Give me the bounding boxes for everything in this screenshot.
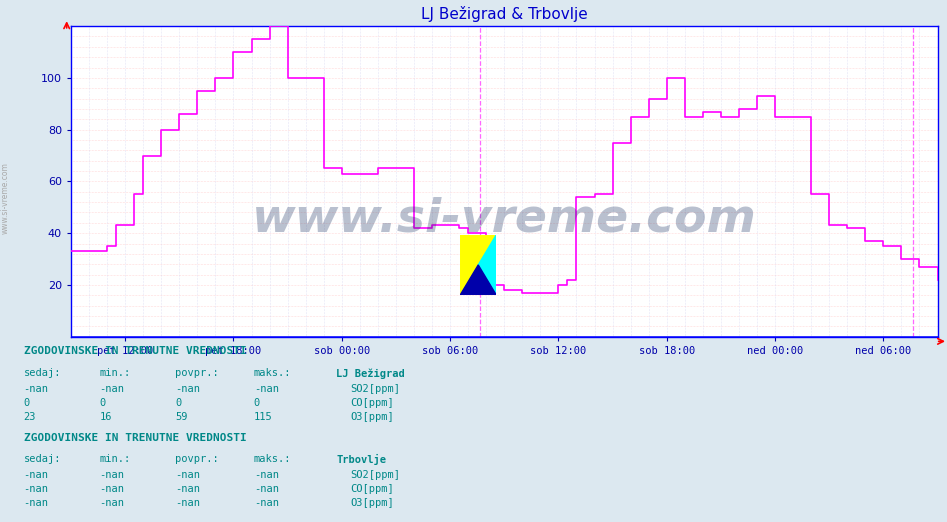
Text: -nan: -nan [99,484,124,494]
Polygon shape [478,235,496,295]
Text: -nan: -nan [254,498,278,508]
Text: povpr.:: povpr.: [175,454,219,464]
Text: 23: 23 [24,412,36,422]
Text: -nan: -nan [175,384,200,394]
Text: ZGODOVINSKE IN TRENUTNE VREDNOSTI: ZGODOVINSKE IN TRENUTNE VREDNOSTI [24,346,246,355]
Text: 0: 0 [24,398,30,408]
Text: 0: 0 [254,398,260,408]
Text: -nan: -nan [254,484,278,494]
Text: sedaj:: sedaj: [24,454,62,464]
Polygon shape [460,265,496,295]
Text: maks.:: maks.: [254,368,292,378]
Text: LJ Bežigrad: LJ Bežigrad [336,368,405,378]
Text: -nan: -nan [99,498,124,508]
Text: min.:: min.: [99,454,131,464]
Text: sedaj:: sedaj: [24,368,62,378]
Text: CO[ppm]: CO[ppm] [350,398,394,408]
Text: 59: 59 [175,412,188,422]
Text: 16: 16 [99,412,112,422]
Text: min.:: min.: [99,368,131,378]
Text: 0: 0 [175,398,182,408]
Text: maks.:: maks.: [254,454,292,464]
Title: LJ Bežigrad & Trbovlje: LJ Bežigrad & Trbovlje [420,6,588,22]
Text: www.si-vreme.com: www.si-vreme.com [252,196,757,241]
Text: -nan: -nan [175,470,200,480]
Text: -nan: -nan [99,470,124,480]
Text: -nan: -nan [254,384,278,394]
Text: -nan: -nan [254,470,278,480]
Text: O3[ppm]: O3[ppm] [350,412,394,422]
Text: SO2[ppm]: SO2[ppm] [350,384,401,394]
Text: www.si-vreme.com: www.si-vreme.com [0,162,9,234]
Text: CO[ppm]: CO[ppm] [350,484,394,494]
Text: ZGODOVINSKE IN TRENUTNE VREDNOSTI: ZGODOVINSKE IN TRENUTNE VREDNOSTI [24,433,246,443]
Text: -nan: -nan [24,470,48,480]
Text: -nan: -nan [175,484,200,494]
Text: O3[ppm]: O3[ppm] [350,498,394,508]
Text: -nan: -nan [24,484,48,494]
Text: Trbovlje: Trbovlje [336,454,386,465]
Text: -nan: -nan [175,498,200,508]
Text: 0: 0 [99,398,106,408]
Text: -nan: -nan [99,384,124,394]
Text: SO2[ppm]: SO2[ppm] [350,470,401,480]
Text: -nan: -nan [24,498,48,508]
Text: 115: 115 [254,412,273,422]
Text: -nan: -nan [24,384,48,394]
Polygon shape [460,235,496,295]
Text: povpr.:: povpr.: [175,368,219,378]
